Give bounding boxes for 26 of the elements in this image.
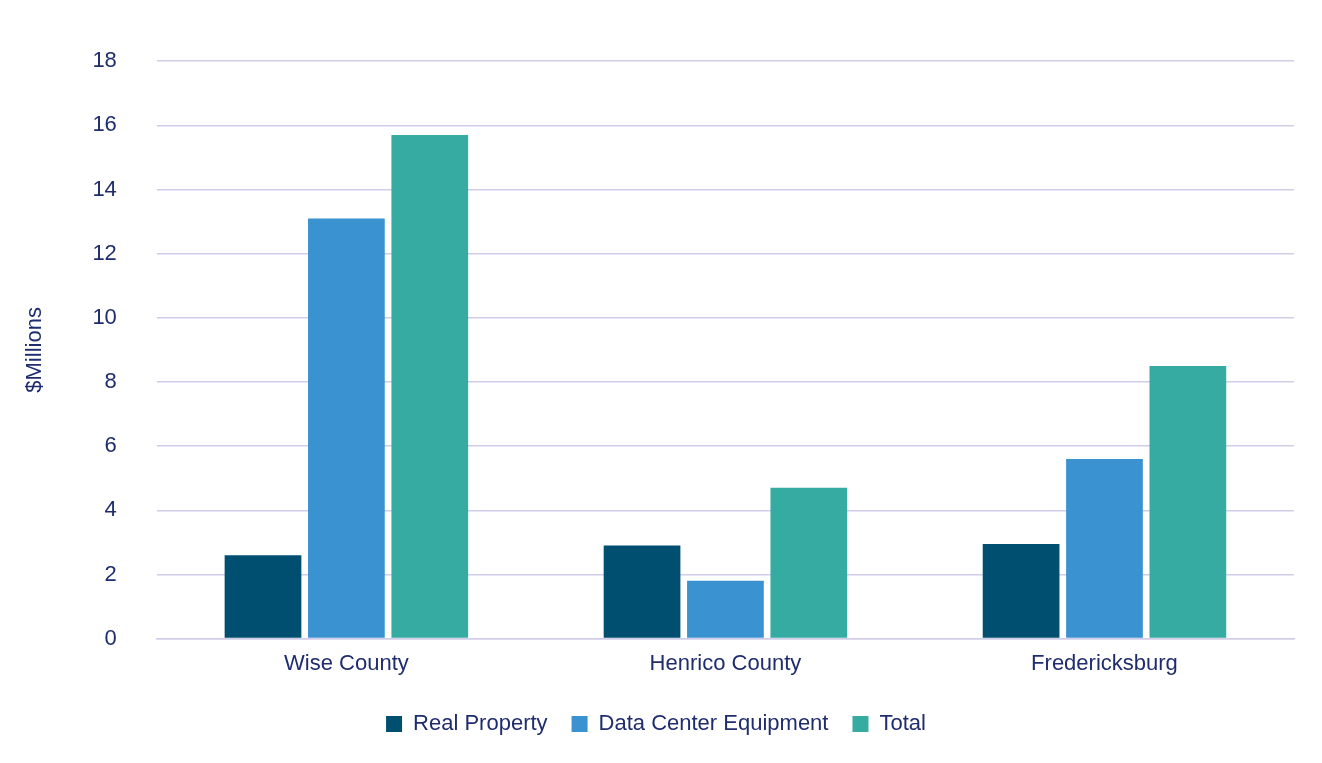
- y-tick-label: 12: [92, 239, 117, 265]
- bar: [603, 545, 681, 638]
- bar: [1149, 365, 1227, 638]
- y-tick-label: 8: [104, 368, 117, 394]
- y-tick-label: 0: [104, 624, 117, 650]
- y-tick-label: 18: [92, 47, 117, 73]
- legend-label: Real Property: [413, 710, 548, 736]
- bar: [391, 134, 469, 638]
- y-tick-label: 10: [92, 303, 117, 329]
- legend-label: Total: [879, 710, 926, 736]
- bar: [687, 580, 764, 638]
- bar: [770, 487, 848, 638]
- x-tick-label: Fredericksburg: [1031, 649, 1178, 675]
- legend-label: Data Center Equipment: [598, 710, 829, 736]
- y-axis-title: $Millions: [21, 307, 47, 393]
- bar: [308, 218, 385, 638]
- y-tick-label: 2: [104, 560, 117, 586]
- y-tick-label: 16: [92, 111, 117, 137]
- x-tick-label: Henrico County: [649, 649, 802, 675]
- y-tick-label: 6: [104, 432, 117, 458]
- y-tick-label: 4: [104, 496, 117, 522]
- bar: [982, 543, 1060, 638]
- bar: [224, 555, 302, 638]
- bar: [1066, 458, 1143, 638]
- x-tick-label: Wise County: [284, 649, 409, 675]
- y-tick-label: 14: [92, 175, 117, 201]
